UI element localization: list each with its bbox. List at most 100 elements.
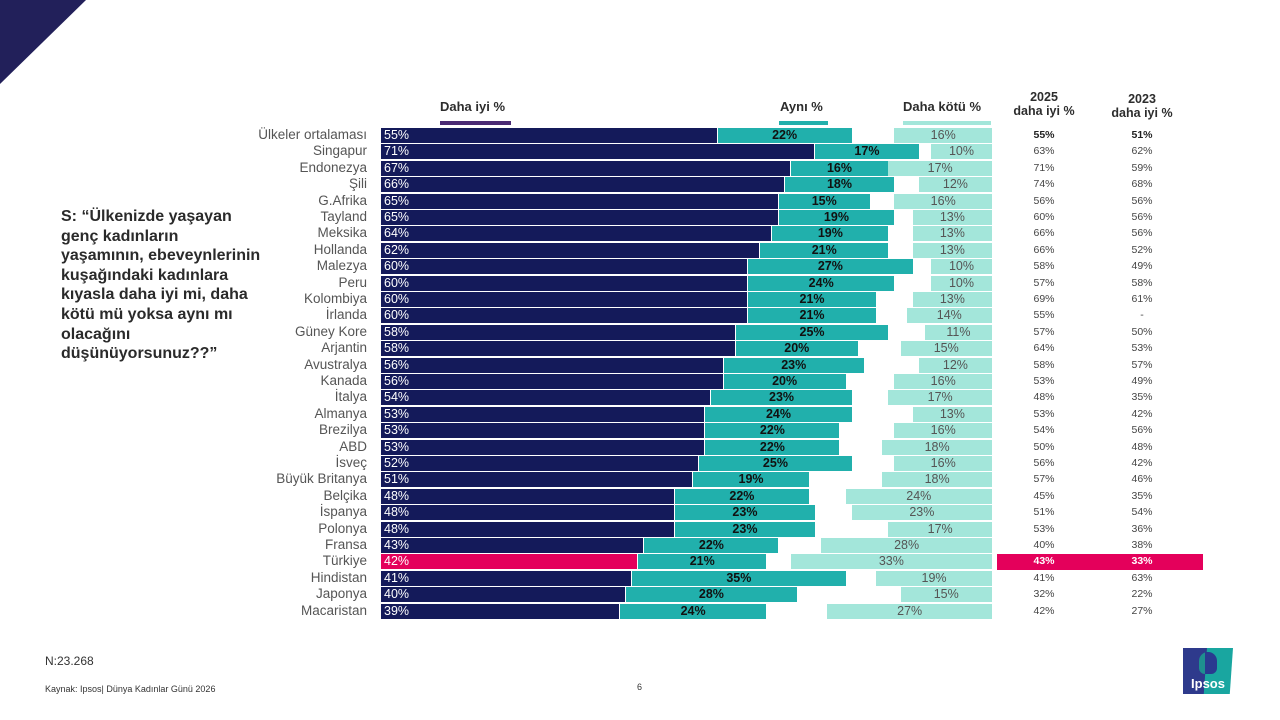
category-label: Belçika <box>323 487 367 503</box>
bar-better <box>381 259 747 275</box>
label-worse: 13% <box>939 242 965 257</box>
label-better: 54% <box>384 390 410 405</box>
bar-same <box>748 308 877 324</box>
bar-same <box>748 275 895 291</box>
legend-better-line <box>440 121 511 125</box>
bar-same <box>735 324 889 340</box>
label-same: 16% <box>826 160 852 175</box>
bar-worse <box>912 292 992 307</box>
bar-same <box>748 259 913 275</box>
bar-better <box>381 341 735 357</box>
category-label: Fransa <box>324 537 367 552</box>
value-2023: 56% <box>1131 227 1153 240</box>
bar-worse <box>912 210 992 225</box>
category-label: G.Afrika <box>318 192 367 208</box>
label-better: 48% <box>384 505 410 520</box>
bar-better <box>381 570 632 586</box>
label-same: 21% <box>689 554 715 569</box>
bar-worse <box>894 128 992 143</box>
category-label: Hollanda <box>313 241 367 257</box>
category-label: Singapur <box>312 143 367 159</box>
bar-better <box>381 390 711 406</box>
category-label: İrlanda <box>325 307 367 323</box>
bar-better <box>381 587 625 603</box>
page-number: 6 <box>637 682 643 692</box>
label-worse: 12% <box>942 177 968 192</box>
bar-worse <box>894 193 992 209</box>
label-same: 23% <box>769 390 795 405</box>
label-same: 19% <box>817 226 843 241</box>
label-better: 48% <box>384 488 410 503</box>
column-header-2023: 2023 daha iyi % <box>1097 92 1187 120</box>
bar-same <box>699 456 852 471</box>
label-better: 53% <box>384 439 410 454</box>
label-worse: 16% <box>930 193 956 208</box>
label-same: 19% <box>738 472 764 487</box>
bar-better <box>381 423 705 439</box>
value-2023: 63% <box>1131 571 1153 584</box>
label-worse: 17% <box>927 390 953 405</box>
value-2025: 60% <box>1033 211 1055 223</box>
bar-worse <box>851 505 992 521</box>
bar-same <box>632 570 846 586</box>
bar-worse <box>790 554 992 570</box>
category-label: Kolombiya <box>303 291 367 306</box>
label-better: 65% <box>384 210 410 224</box>
bar-same <box>790 160 889 176</box>
bar-worse <box>876 570 992 586</box>
value-2023: 36% <box>1131 522 1153 535</box>
value-2025: 66% <box>1033 227 1055 240</box>
bar-better <box>381 324 735 340</box>
label-worse: 27% <box>897 603 923 618</box>
bar-worse <box>918 177 992 193</box>
bar-worse <box>888 521 992 537</box>
column-header-2023-label: daha iyi % <box>1111 106 1173 120</box>
bar-same <box>748 292 877 307</box>
value-2023: 52% <box>1131 243 1153 256</box>
label-worse: 15% <box>933 341 959 356</box>
value-2023: 51% <box>1131 129 1153 141</box>
bar-better <box>381 357 723 373</box>
bar-better <box>381 177 784 193</box>
bar-better <box>381 292 747 307</box>
value-2023: 22% <box>1131 588 1153 601</box>
value-2025: 57% <box>1033 325 1055 338</box>
value-2025: 58% <box>1033 358 1055 371</box>
value-2025: 53% <box>1033 375 1055 387</box>
label-better: 66% <box>384 177 410 192</box>
bar-worse <box>906 308 992 324</box>
label-same: 35% <box>726 570 752 585</box>
category-label: Brezilya <box>318 422 367 438</box>
bar-worse <box>821 538 992 553</box>
label-same: 17% <box>854 144 880 159</box>
label-same: 20% <box>772 374 798 388</box>
label-same: 21% <box>811 242 837 257</box>
bar-worse <box>900 341 992 357</box>
bar-better <box>381 603 619 619</box>
bar-same <box>674 505 816 521</box>
label-worse: 23% <box>909 505 935 520</box>
value-2025: 57% <box>1033 473 1055 486</box>
legend-same-line <box>779 121 828 125</box>
legend-worse-line <box>903 121 991 125</box>
value-2025: 32% <box>1033 588 1055 601</box>
value-2025: 56% <box>1033 457 1055 469</box>
column-header-2025-label: daha iyi % <box>1013 104 1075 118</box>
category-label: Polonya <box>318 520 367 536</box>
value-2025: 64% <box>1033 342 1055 355</box>
value-2025: 41% <box>1033 571 1055 584</box>
category-label: İsveç <box>335 455 367 470</box>
bar-worse <box>931 275 992 291</box>
bar-better <box>381 193 778 209</box>
label-better: 56% <box>384 357 410 372</box>
label-same: 25% <box>762 456 788 470</box>
label-better: 58% <box>384 341 410 356</box>
category-label: Ülkeler ortalaması <box>258 127 367 142</box>
value-2025: 54% <box>1033 424 1055 437</box>
label-better: 52% <box>384 456 410 470</box>
bar-same <box>644 538 779 553</box>
bar-same <box>626 587 797 603</box>
bar-better <box>381 439 705 455</box>
value-2023: 56% <box>1131 211 1153 223</box>
bar-better <box>381 226 772 242</box>
